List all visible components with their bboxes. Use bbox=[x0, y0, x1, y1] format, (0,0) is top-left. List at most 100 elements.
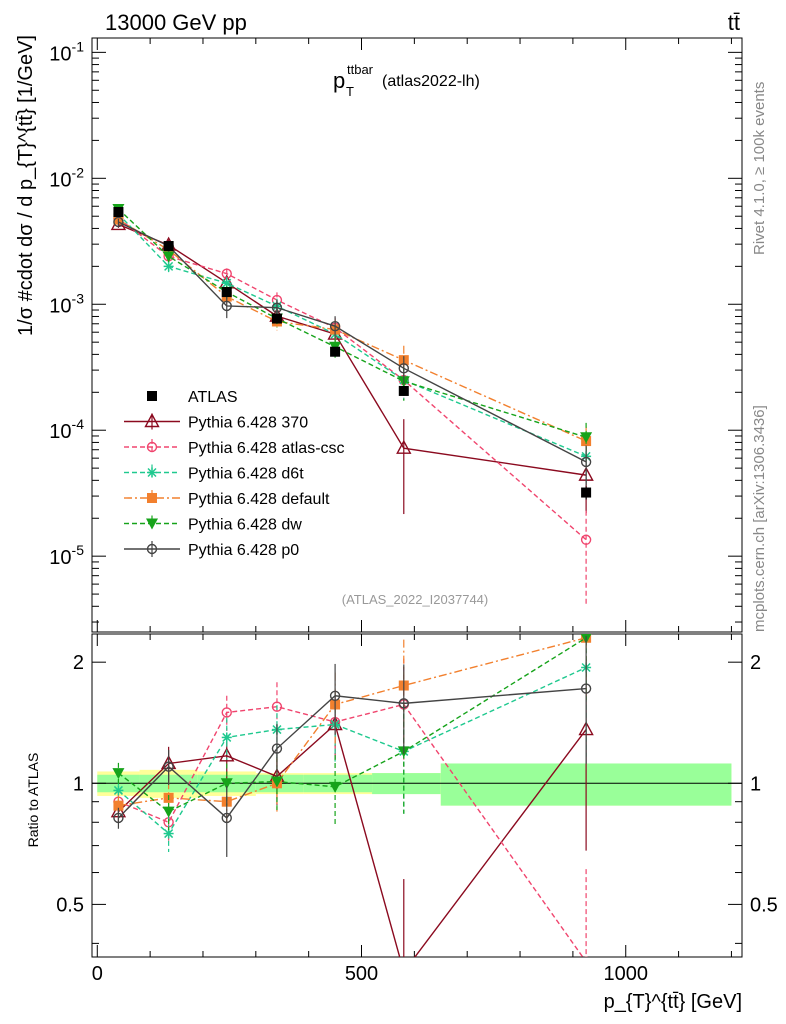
legend-label: Pythia 6.428 atlas-csc bbox=[188, 440, 345, 457]
data-point bbox=[581, 487, 592, 498]
legend-item: ATLAS bbox=[147, 389, 238, 406]
series-2 bbox=[113, 209, 592, 485]
ratio-point bbox=[162, 806, 175, 818]
series-point bbox=[329, 320, 341, 332]
y-tick-label: 10-1 bbox=[49, 38, 84, 65]
star-stroke bbox=[113, 785, 123, 795]
y-axis-label: 1/σ #cdot dσ / d p_{T}^{tt̄} [1/GeV] bbox=[15, 35, 37, 336]
x-axis-label: p_{T}^{tt̄} [GeV] bbox=[604, 991, 742, 1013]
data-point bbox=[330, 346, 341, 357]
plot-title: p ttbar T (atlas2022-lh) bbox=[333, 62, 480, 99]
title-sup: ttbar bbox=[347, 62, 374, 77]
series-point bbox=[580, 456, 592, 468]
x-tick-label: 0 bbox=[92, 963, 103, 985]
ratio-series bbox=[110, 634, 594, 957]
legend-label: Pythia 6.428 default bbox=[188, 491, 330, 508]
legend-marker bbox=[146, 441, 158, 453]
x-tick-label: 1000 bbox=[603, 963, 648, 985]
header-left: 13000 GeV pp bbox=[105, 10, 247, 35]
legend-item: Pythia 6.428 d6t bbox=[124, 464, 304, 483]
series-point bbox=[271, 302, 283, 313]
legend-label: Pythia 6.428 370 bbox=[188, 415, 308, 432]
x-tick-label: 500 bbox=[345, 963, 378, 985]
ratio-point bbox=[220, 778, 233, 790]
star-stroke bbox=[164, 261, 174, 271]
title-sub: T bbox=[346, 84, 354, 99]
header-right: tt̄ bbox=[728, 10, 740, 35]
ratio-line bbox=[117, 723, 587, 957]
title-main: p bbox=[333, 68, 345, 93]
series-3 bbox=[113, 214, 592, 461]
legend-marker bbox=[146, 543, 158, 555]
ratio-tick-label-right: 2 bbox=[750, 652, 761, 674]
star-stroke bbox=[147, 467, 157, 478]
series-4 bbox=[112, 204, 593, 457]
legend-marker bbox=[146, 518, 158, 530]
ratio-point bbox=[329, 781, 342, 793]
series-point bbox=[163, 261, 174, 272]
watermark: (ATLAS_2022_I2037744) bbox=[342, 592, 488, 607]
axis-ticks: 0 500 1000 10-1 10-2 10-3 10-4 10-5 0.5 0.5 1 1 2 2 bbox=[49, 38, 778, 985]
legend-item: Pythia 6.428 370 bbox=[124, 413, 308, 432]
y-tick-label: 10-5 bbox=[49, 542, 84, 569]
ratio-series-1 bbox=[113, 658, 589, 957]
series-point bbox=[113, 216, 124, 228]
main-series bbox=[110, 204, 594, 606]
series-point bbox=[580, 432, 593, 444]
series-point bbox=[396, 439, 412, 454]
ratio-point bbox=[398, 698, 409, 709]
ratio-point bbox=[221, 707, 232, 718]
title-suffix: (atlas2022-lh) bbox=[382, 73, 480, 90]
ratio-tick-label: 1 bbox=[73, 773, 84, 795]
legend-marker bbox=[147, 467, 157, 478]
ratio-point bbox=[271, 743, 283, 754]
series-layer bbox=[110, 204, 594, 957]
ratio-tick-label: 0.5 bbox=[56, 894, 84, 916]
legend-item: Pythia 6.428 dw bbox=[124, 515, 302, 534]
ratio-point bbox=[270, 776, 283, 788]
data-point bbox=[398, 385, 409, 396]
y-tick-label: 10-3 bbox=[49, 290, 84, 317]
legend-label: ATLAS bbox=[188, 389, 238, 406]
ratio-y-axis-label: Ratio to ATLAS bbox=[25, 753, 41, 848]
ratio-frame bbox=[91, 633, 743, 958]
ratio-point bbox=[112, 768, 125, 780]
ratio-point bbox=[271, 701, 283, 712]
ratio-tick-label: 2 bbox=[73, 652, 84, 674]
legend-item: Pythia 6.428 atlas-csc bbox=[124, 439, 345, 457]
ratio-point bbox=[580, 683, 592, 694]
y-tick-label: 10-2 bbox=[49, 164, 84, 191]
legend-label: Pythia 6.428 p0 bbox=[188, 542, 299, 559]
series-line bbox=[118, 219, 587, 442]
series-point bbox=[162, 251, 175, 263]
side-text-top: Rivet 4.1.0, ≥ 100k events bbox=[751, 82, 768, 255]
ratio-point bbox=[163, 761, 174, 772]
series-point bbox=[398, 363, 409, 374]
ratio-series-2 bbox=[113, 634, 592, 852]
main-frame bbox=[91, 37, 743, 633]
ratio-line bbox=[117, 666, 587, 835]
ratio-series-5 bbox=[113, 636, 592, 857]
ratio-point bbox=[163, 828, 174, 839]
data-point bbox=[271, 313, 282, 324]
ratio-point bbox=[219, 747, 235, 762]
legend-label: Pythia 6.428 dw bbox=[188, 517, 302, 534]
ratio-point bbox=[113, 800, 124, 811]
series-point bbox=[221, 300, 232, 312]
legend: ATLAS Pythia 6.428 370 Pythia 6.428 atlas-… bbox=[124, 389, 345, 559]
legend-item: Pythia 6.428 default bbox=[124, 490, 330, 508]
axes-frames bbox=[91, 37, 743, 958]
ratio-line bbox=[118, 703, 584, 957]
star-stroke bbox=[164, 829, 174, 839]
ratio-point bbox=[113, 785, 124, 796]
ratio-point bbox=[113, 812, 124, 824]
ratio-point bbox=[329, 690, 341, 701]
ratio-tick-label-right: 1 bbox=[750, 773, 761, 795]
series-1 bbox=[113, 213, 592, 606]
ratio-tick-label-right: 0.5 bbox=[750, 894, 778, 916]
data-series bbox=[113, 207, 592, 500]
ratio-series-0 bbox=[110, 658, 594, 957]
ratio-point bbox=[221, 812, 232, 824]
data-point bbox=[221, 287, 232, 298]
